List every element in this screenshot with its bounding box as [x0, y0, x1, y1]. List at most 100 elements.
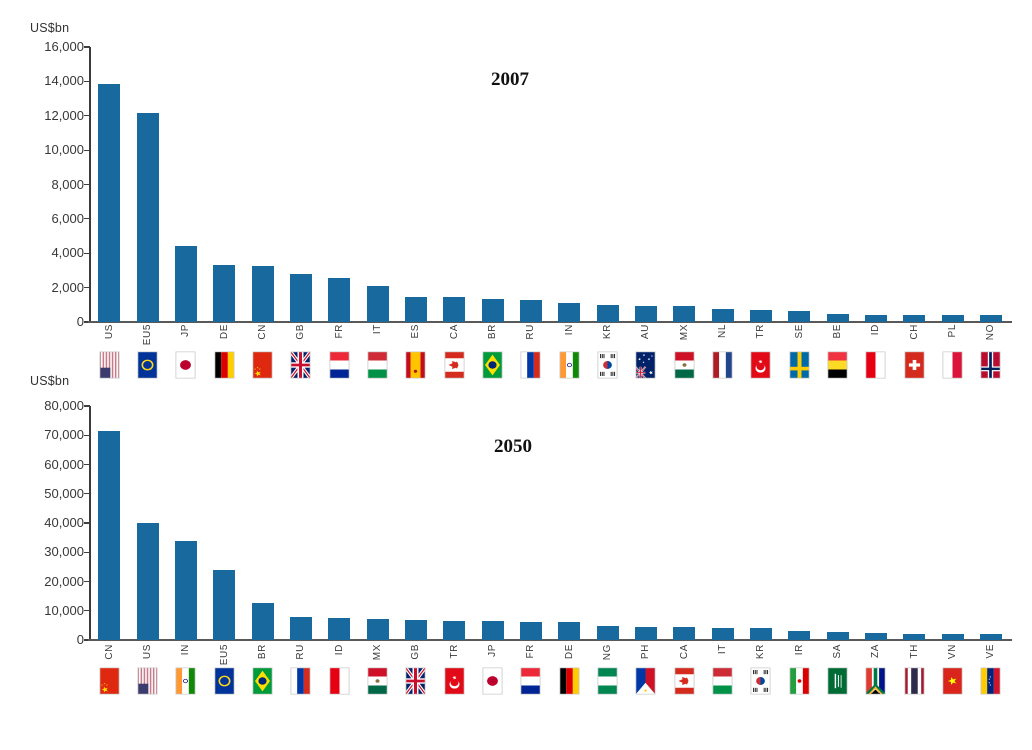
bar-ph: [634, 626, 657, 640]
bar-no: [979, 315, 1002, 322]
flag-icon-be: [827, 351, 848, 378]
y-tick-label: 40,000: [44, 515, 84, 530]
y-tick-label: 4,000: [51, 245, 84, 261]
bar-br: [251, 603, 274, 640]
y-tick-mark: [84, 321, 90, 323]
chart-title-2007: 2007: [491, 69, 529, 90]
flag-icon-ph: [635, 667, 656, 694]
flag-slot: [397, 667, 435, 694]
flag-slot: [512, 667, 550, 694]
bar-id: [864, 314, 887, 322]
bar-in: [174, 540, 197, 640]
flag-slot: [627, 667, 665, 694]
country-code-label: EU5: [218, 644, 230, 666]
flag-slot: [205, 351, 243, 378]
flag-slot: [703, 667, 741, 694]
bar-de: [213, 264, 236, 322]
flag-slot: [90, 351, 128, 378]
y-tick-label: 8,000: [51, 176, 84, 192]
country-code-label: ID: [333, 644, 345, 656]
bar-us: [136, 523, 159, 640]
flag-icon-jp: [175, 351, 196, 378]
flag-icon-no: [980, 351, 1001, 378]
bar-ca: [673, 627, 696, 640]
bar-us: [98, 84, 121, 322]
flag-icon-br: [482, 351, 503, 378]
flag-slot: [358, 351, 396, 378]
bar-au: [634, 305, 657, 322]
bar-jp: [174, 246, 197, 322]
country-code-label: KR: [755, 644, 767, 660]
bar-th: [903, 633, 926, 640]
y-tick-label: 0: [76, 632, 84, 647]
y-tick-label: 60,000: [44, 456, 84, 472]
bar-in: [558, 303, 581, 322]
flag-icon-vn: [942, 667, 963, 694]
flag-icon-ve: [980, 667, 1001, 694]
flag-icon-ch: [904, 351, 925, 378]
flag-slot: [435, 351, 473, 378]
bar-be: [826, 313, 849, 322]
flag-icon-sa: [827, 667, 848, 694]
flag-slot: [550, 667, 588, 694]
bar-gb: [289, 274, 312, 322]
country-code-label: JP: [486, 644, 498, 657]
flag-icon-it: [367, 351, 388, 378]
flag-icon-gb: [290, 351, 311, 378]
flag-icon-id: [865, 351, 886, 378]
bar-sa: [826, 632, 849, 640]
y-axis-unit-label: US$bn: [30, 374, 70, 388]
y-tick-label: 50,000: [44, 485, 84, 501]
y-tick-label: 10,000: [44, 142, 84, 158]
y-tick-label: 70,000: [44, 427, 84, 443]
flag-slot: [512, 351, 550, 378]
country-code-label: TR: [448, 644, 460, 659]
y-tick-mark: [84, 287, 90, 289]
flag-slot: [742, 351, 780, 378]
country-code-label: BR: [256, 644, 268, 660]
flag-icon-mx: [367, 667, 388, 694]
flag-icon-id: [329, 667, 350, 694]
y-tick-mark: [84, 80, 90, 82]
country-code-label: ZA: [870, 644, 882, 658]
bar-cn: [251, 266, 274, 322]
bar-ca: [443, 297, 466, 322]
flag-icon-au: [635, 351, 656, 378]
flag-icon-br: [252, 667, 273, 694]
flag-slot: [933, 351, 971, 378]
flag-icon-th: [904, 667, 925, 694]
x-axis-line: [88, 639, 1012, 641]
flag-icon-eu: [214, 667, 235, 694]
bar-mx: [673, 306, 696, 322]
x-axis-line: [88, 321, 1012, 323]
bar-kr: [749, 628, 772, 640]
flag-icon-de: [559, 667, 580, 694]
bar-tr: [749, 309, 772, 322]
y-tick-mark: [84, 639, 90, 641]
y-tick-label: 12,000: [44, 107, 84, 123]
bar-fr: [519, 621, 542, 640]
country-code-label: VE: [985, 644, 997, 659]
country-code-label: VN: [946, 644, 958, 660]
flag-icon-in: [559, 351, 580, 378]
flag-slot: [818, 351, 856, 378]
bar-za: [864, 632, 887, 640]
flag-icon-kr: [597, 351, 618, 378]
flag-slot: [895, 351, 933, 378]
flag-icon-ca: [674, 667, 695, 694]
flag-slot: [742, 667, 780, 694]
country-code-label: TH: [908, 644, 920, 659]
flag-slot: [473, 667, 511, 694]
flag-slot: [167, 667, 205, 694]
flag-slot: [627, 351, 665, 378]
flag-icon-kr: [750, 667, 771, 694]
flag-icon-us: [137, 667, 158, 694]
flag-icon-za: [865, 667, 886, 694]
bar-gb: [404, 619, 427, 640]
flag-slot: [128, 667, 166, 694]
bar-it: [711, 627, 734, 640]
flag-slot: [588, 667, 626, 694]
country-code-label: CN: [103, 644, 115, 660]
y-tick-mark: [84, 434, 90, 436]
